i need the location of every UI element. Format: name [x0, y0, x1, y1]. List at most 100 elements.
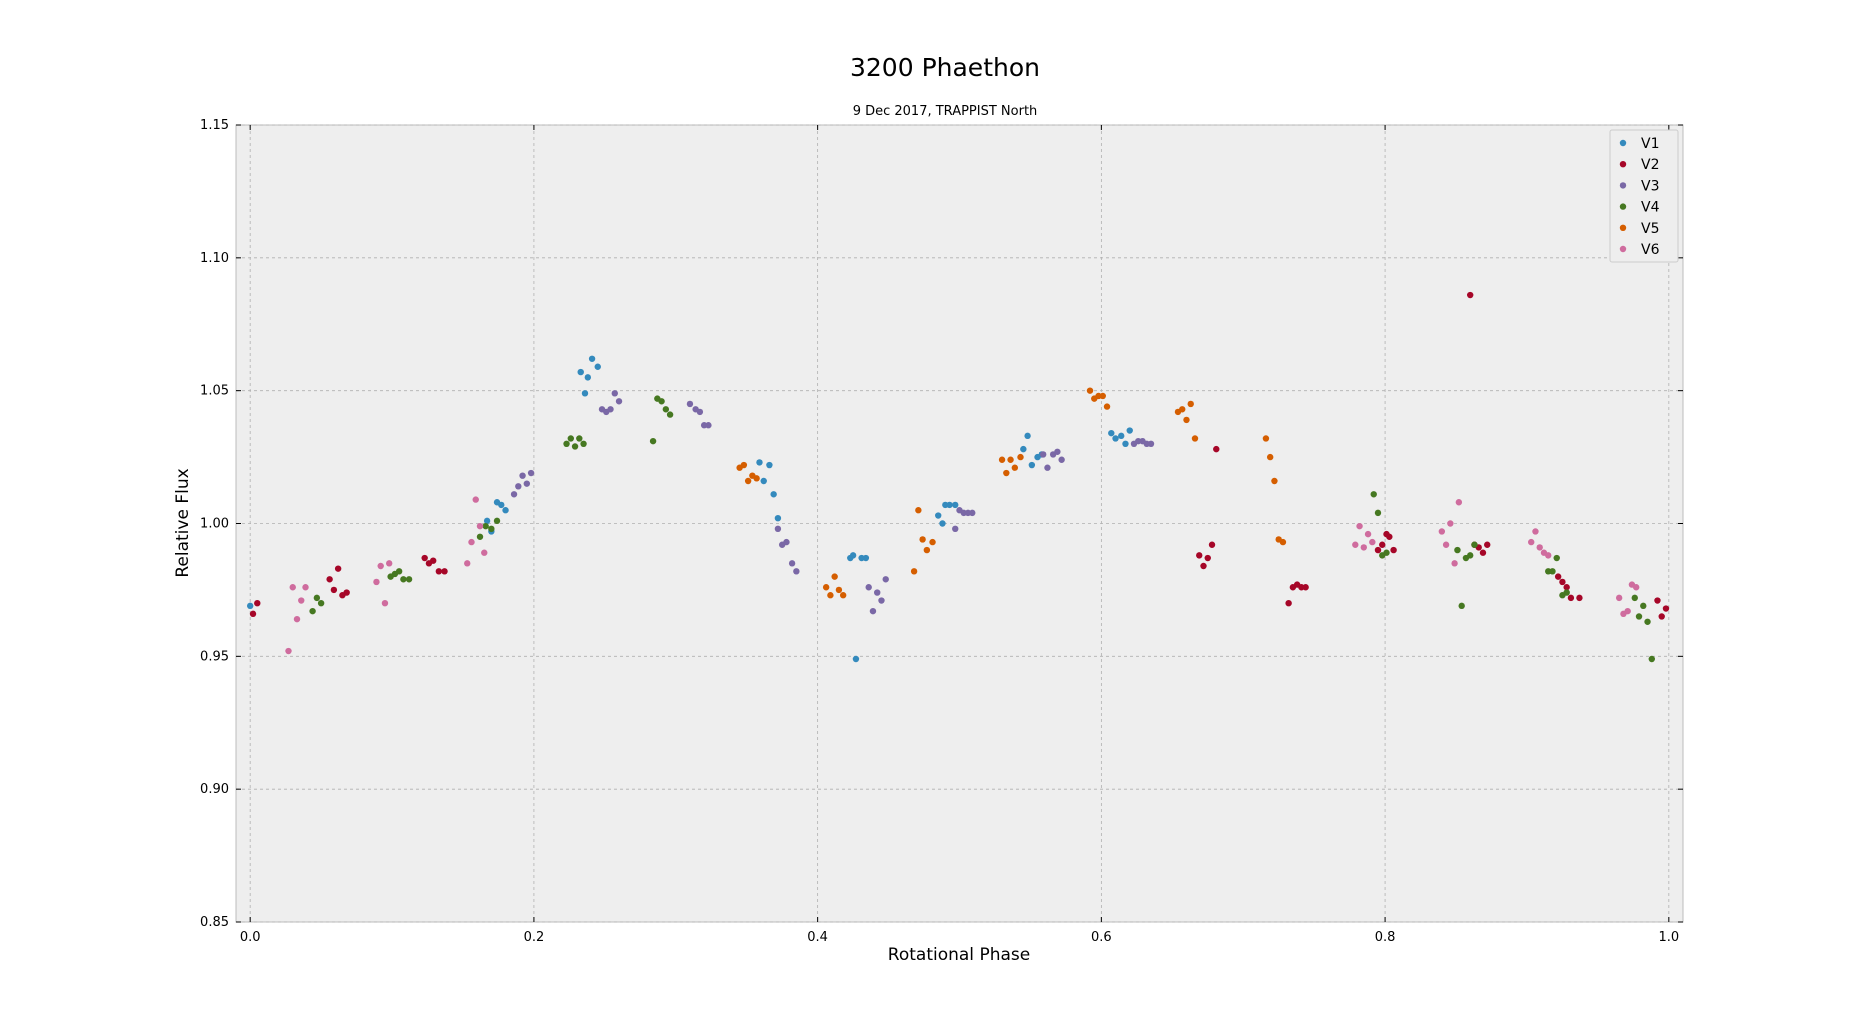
data-point [493, 517, 501, 525]
data-point [1099, 392, 1106, 400]
data-point [254, 600, 261, 607]
x-axis-label: Rotational Phase [888, 945, 1030, 965]
data-point [441, 568, 448, 575]
data-point [1567, 594, 1575, 602]
data-point [788, 560, 796, 567]
data-point [1554, 573, 1562, 580]
data-point [1559, 578, 1566, 586]
data-point [1187, 400, 1194, 408]
data-point [822, 584, 830, 591]
legend-label: V2 [1641, 157, 1659, 173]
data-point [482, 522, 489, 530]
data-point [952, 525, 959, 533]
data-point [313, 594, 321, 602]
legend-marker [1619, 182, 1627, 189]
data-point [753, 475, 760, 482]
data-point [862, 554, 870, 562]
data-point [1058, 456, 1065, 463]
data-point [865, 584, 872, 591]
data-point [1438, 528, 1446, 535]
data-point [929, 538, 936, 546]
data-point [386, 560, 393, 567]
y-axis-label: Relative Flux [173, 468, 193, 577]
data-point [1549, 568, 1556, 575]
data-point [1390, 546, 1397, 554]
data-point [952, 501, 959, 509]
data-point [1054, 448, 1061, 455]
series-v4 [309, 395, 1655, 663]
data-point [293, 615, 301, 623]
data-point [476, 533, 484, 540]
data-point [326, 576, 333, 583]
data-point [510, 491, 518, 498]
data-point [1635, 613, 1643, 620]
data-point [594, 363, 601, 370]
data-point [744, 477, 752, 485]
y-tick-label: 0.85 [200, 915, 229, 930]
data-point [1007, 456, 1014, 463]
data-point [476, 522, 484, 530]
x-tick-label: 0.6 [1091, 930, 1112, 945]
data-point [1285, 600, 1292, 607]
data-point [468, 538, 475, 546]
data-point [839, 592, 847, 599]
data-point [611, 390, 618, 397]
data-point [330, 586, 338, 594]
data-point [289, 584, 296, 591]
ticks: 0.0 0.2 0.4 0.6 0.8 1.0 0.85 0.90 0.95 1.00 1.05 1.… [200, 118, 1683, 945]
data-point [302, 584, 309, 591]
y-tick-label: 1.05 [200, 384, 229, 399]
data-point [1360, 544, 1368, 551]
data-point [1442, 541, 1450, 548]
data-point [343, 589, 350, 596]
data-point [783, 538, 790, 546]
data-point [1003, 469, 1010, 477]
data-point [285, 647, 292, 655]
data-point [472, 496, 479, 503]
data-point [1086, 387, 1094, 394]
data-point [317, 600, 325, 607]
data-point [1471, 541, 1478, 548]
data-point [705, 422, 712, 429]
data-point [770, 491, 777, 498]
y-tick-label: 0.90 [200, 782, 229, 797]
data-point [567, 435, 574, 442]
series-v5 [736, 387, 1287, 599]
data-point [1112, 435, 1119, 442]
data-point [1532, 528, 1539, 535]
data-point [1379, 541, 1386, 548]
data-point [615, 398, 623, 405]
legend-marker [1619, 139, 1627, 147]
data-point [377, 562, 384, 570]
data-point [1020, 445, 1027, 453]
data-point [464, 560, 471, 567]
data-point [1364, 530, 1372, 538]
data-point [1447, 520, 1454, 527]
series-v3 [510, 390, 1155, 615]
data-point [1028, 461, 1036, 469]
data-point [969, 509, 976, 517]
data-point [649, 437, 657, 445]
data-point [580, 440, 587, 447]
data-point [421, 554, 428, 562]
data-point [1369, 538, 1376, 546]
data-point [740, 461, 748, 469]
data-point [666, 411, 674, 418]
series-v1 [246, 355, 1133, 663]
data-point [1118, 432, 1125, 440]
data-point [1383, 549, 1390, 556]
data-point [1467, 552, 1474, 559]
legend: V1 V2 V3 V4 V5 V6 [1609, 129, 1679, 263]
legend-marker [1619, 203, 1627, 210]
data-point [756, 459, 763, 466]
data-point [998, 456, 1006, 463]
data-point [334, 565, 342, 572]
data-point [1122, 440, 1129, 447]
data-point [527, 469, 535, 477]
data-point [1147, 440, 1155, 447]
data-point [488, 525, 495, 533]
y-tick-label: 1.15 [200, 118, 229, 133]
data-point [523, 480, 531, 487]
legend-label: V4 [1641, 200, 1660, 216]
data-point [852, 655, 860, 663]
